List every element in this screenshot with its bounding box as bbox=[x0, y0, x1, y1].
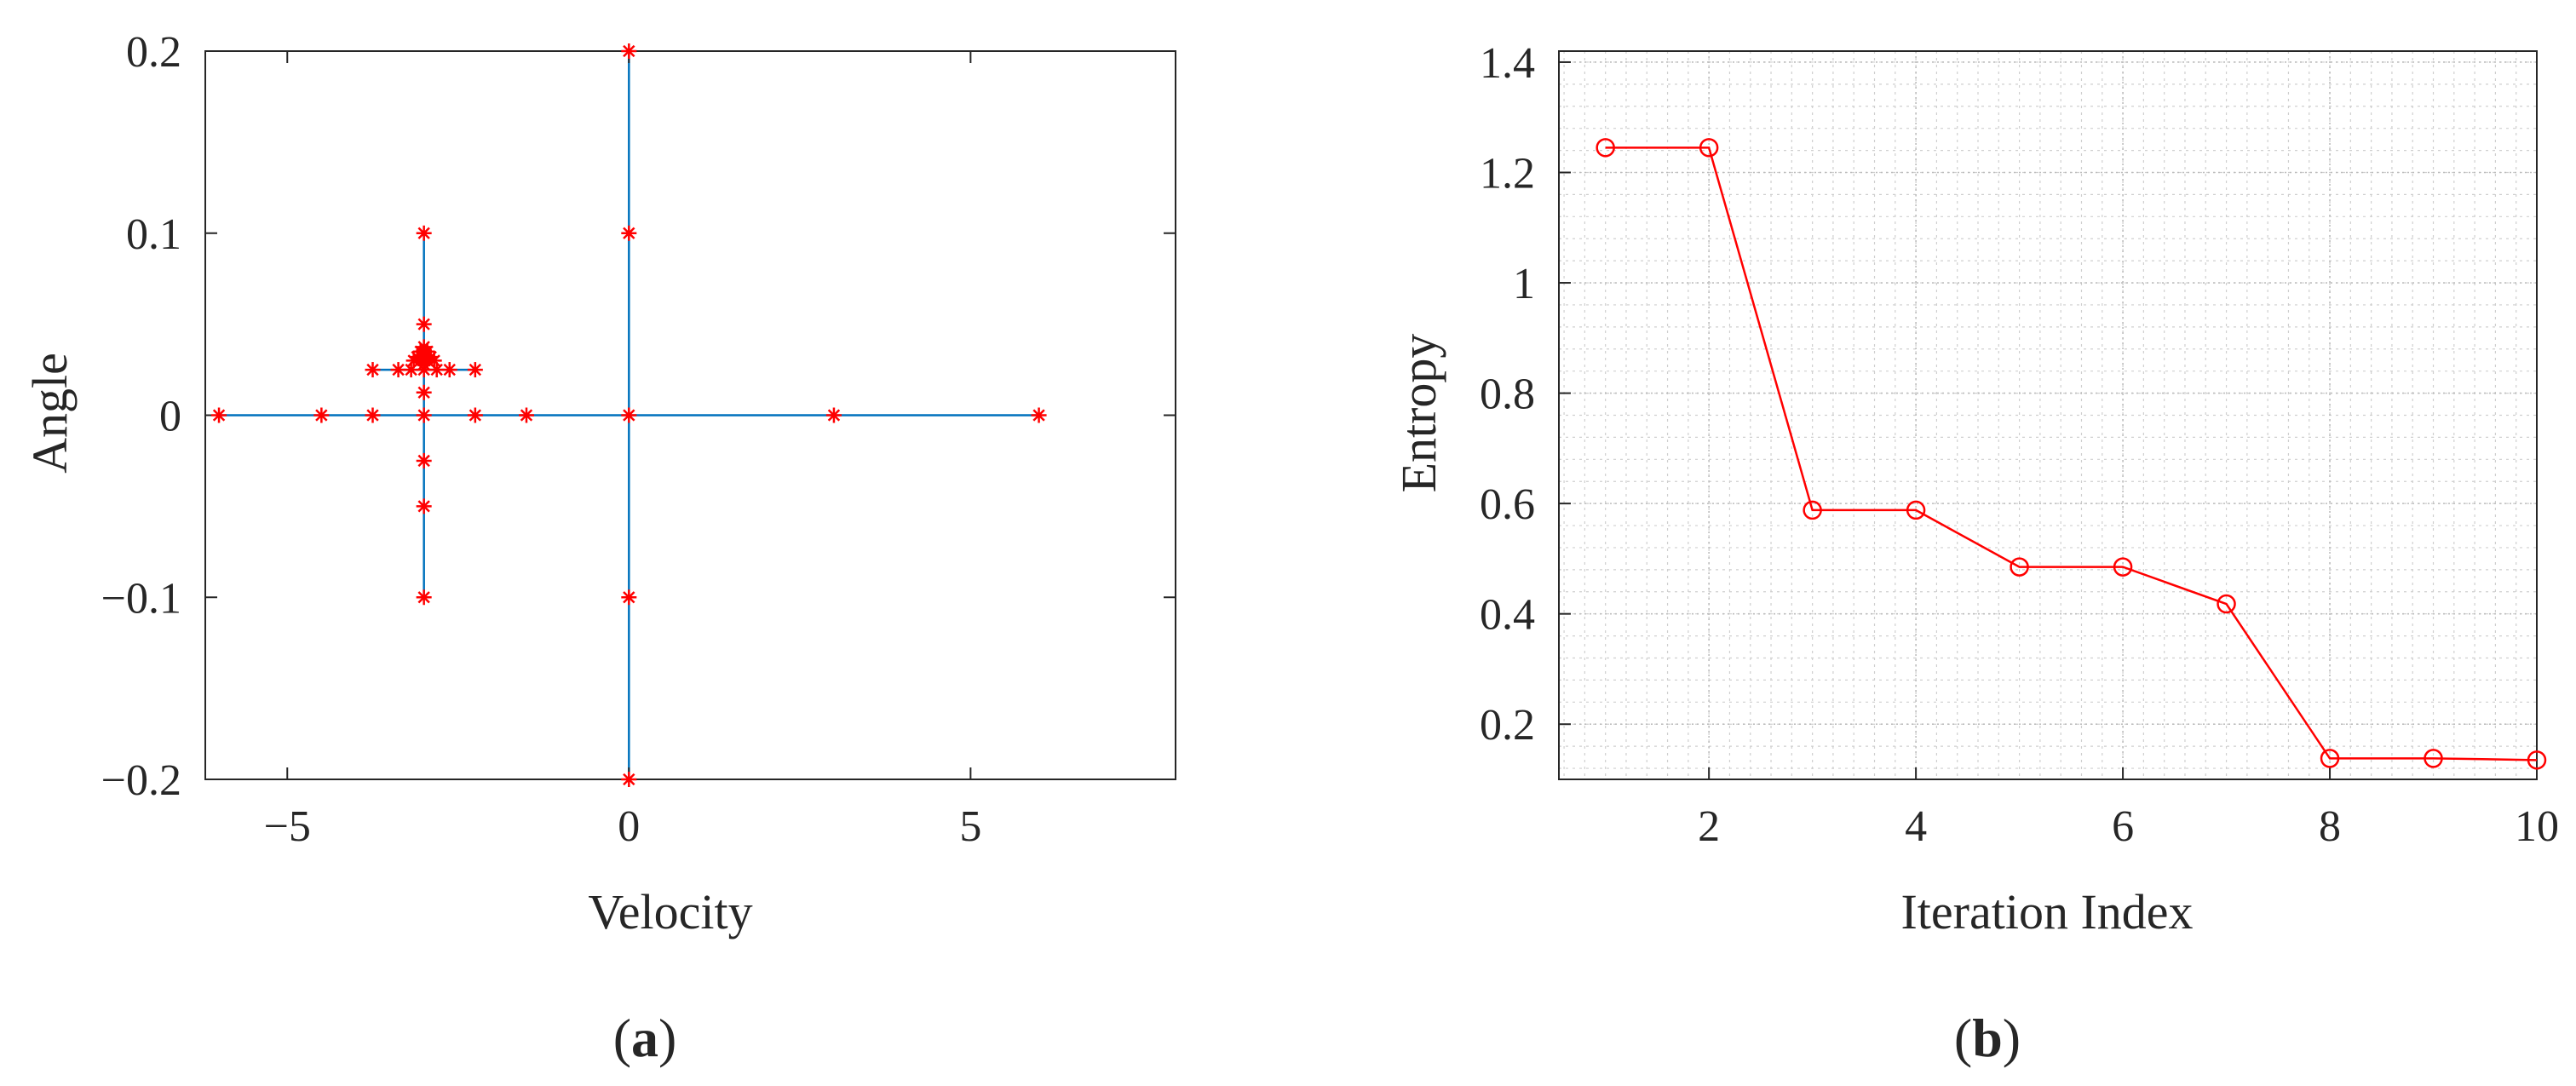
panel-b-x-axis-label: Iteration Index bbox=[1900, 884, 2193, 939]
panel-a-point bbox=[365, 362, 381, 378]
panel-a-point bbox=[412, 343, 428, 359]
panel-a-point bbox=[416, 589, 432, 606]
panel-b-line-chart: 2 4 6 8 10 0.2 0.4 0.6 0.8 1 1.2 1.4 Iteration Inde… bbox=[1391, 39, 2559, 1068]
panel-b-point bbox=[2527, 750, 2547, 770]
panel-a-scatter-chart: −5 0 5 −0.2 −0.1 0 0.1 0.2 Velocity Angle (a) bbox=[22, 28, 1176, 1068]
panel-a-point bbox=[416, 384, 432, 400]
panel-b-y-tick-label: 0.2 bbox=[1480, 701, 1535, 750]
panel-a-point bbox=[416, 225, 432, 241]
panel-b-point bbox=[2217, 594, 2236, 614]
panel-b-point bbox=[1699, 138, 1719, 158]
panel-a-caption-label: (a) bbox=[613, 1008, 677, 1068]
panel-b-axes-box bbox=[1558, 50, 2538, 780]
panel-b-plot-area: 2 4 6 8 10 0.2 0.4 0.6 0.8 1 1.2 1.4 bbox=[1480, 39, 2559, 851]
panel-b-point bbox=[2424, 749, 2443, 768]
panel-a-point bbox=[621, 407, 637, 423]
panel-b-x-tick-label: 2 bbox=[1698, 802, 1720, 851]
panel-b-point bbox=[2113, 557, 2133, 577]
panel-b-point bbox=[1906, 500, 1926, 520]
panel-a-x-tick-label: 5 bbox=[959, 802, 981, 851]
panel-a-point bbox=[1031, 407, 1047, 423]
panel-a-point bbox=[313, 407, 330, 423]
panel-b-y-tick-label: 0.8 bbox=[1480, 371, 1535, 419]
panel-a-point bbox=[365, 407, 381, 423]
panel-a-point bbox=[426, 353, 442, 369]
panel-a-x-tick-label: −5 bbox=[264, 802, 311, 851]
panel-b-y-axis-label: Entropy bbox=[1391, 334, 1446, 493]
panel-a-point bbox=[211, 407, 227, 423]
panel-b-point bbox=[1596, 138, 1615, 158]
panel-a-y-tick-label: −0.2 bbox=[101, 756, 181, 805]
panel-b-x-tick-label: 6 bbox=[2112, 802, 2134, 851]
panel-a-plot-area: −5 0 5 −0.2 −0.1 0 0.1 0.2 bbox=[101, 28, 1176, 851]
panel-a-point bbox=[621, 43, 637, 59]
panel-a-point bbox=[621, 772, 637, 787]
panel-b-y-tick-label: 1 bbox=[1513, 260, 1535, 308]
panel-a-point bbox=[390, 362, 406, 378]
panel-b-y-tick-label: 1.4 bbox=[1480, 39, 1535, 88]
panel-b-y-tick-label: 1.2 bbox=[1480, 150, 1535, 198]
panel-a-point bbox=[405, 353, 422, 369]
panel-b-point bbox=[2320, 749, 2340, 768]
panel-b-point bbox=[1803, 500, 1822, 520]
panel-a-y-tick-label: 0 bbox=[159, 393, 181, 441]
panel-b-caption-label: (b) bbox=[1954, 1008, 2021, 1068]
panel-a-x-axis-label: Velocity bbox=[588, 884, 752, 939]
panel-a-x-tick-label: 0 bbox=[618, 802, 640, 851]
panel-a-point bbox=[416, 407, 432, 423]
panel-b-x-tick-label: 8 bbox=[2319, 802, 2341, 851]
panel-a-y-axis-label: Angle bbox=[22, 353, 78, 474]
panel-a-point bbox=[416, 316, 432, 332]
panel-a-point bbox=[416, 452, 432, 468]
panel-b-x-tick-label: 10 bbox=[2515, 802, 2559, 851]
panel-a-point bbox=[467, 407, 483, 423]
panel-a-point bbox=[441, 362, 457, 378]
panel-b-point bbox=[2010, 557, 2029, 577]
panel-b-y-tick-label: 0.6 bbox=[1480, 480, 1535, 529]
panel-a-point bbox=[825, 407, 842, 423]
panel-a-point bbox=[416, 498, 432, 514]
panel-b-y-tick-label: 0.4 bbox=[1480, 591, 1535, 640]
panel-b-x-tick-label: 4 bbox=[1905, 802, 1927, 851]
panel-a-point bbox=[467, 362, 483, 378]
panel-a-point bbox=[621, 589, 637, 606]
panel-a-y-tick-label: −0.1 bbox=[101, 574, 181, 623]
panel-a-point bbox=[621, 225, 637, 241]
panel-a-point bbox=[518, 407, 534, 423]
panel-a-y-tick-label: 0.2 bbox=[126, 28, 181, 77]
panel-b-series-line bbox=[1605, 147, 2538, 761]
panel-a-y-tick-label: 0.1 bbox=[126, 210, 181, 259]
